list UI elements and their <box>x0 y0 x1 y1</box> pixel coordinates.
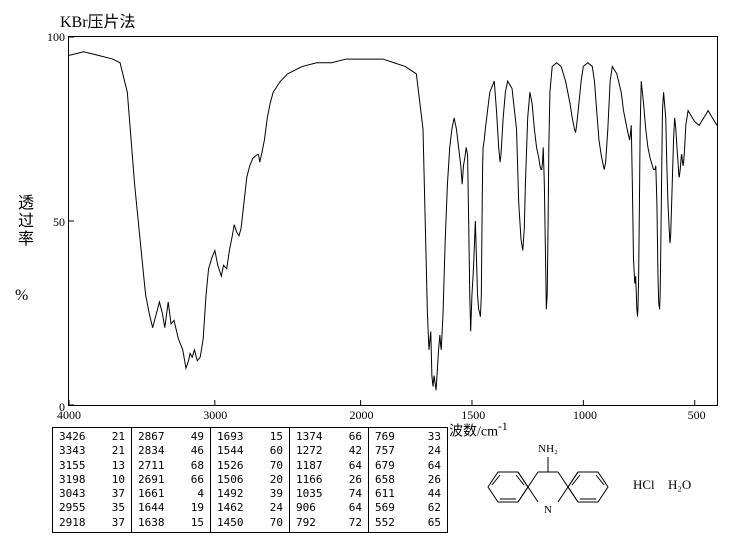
peak-row: 103574 <box>296 487 362 501</box>
peak-row: 146224 <box>217 501 283 515</box>
peak-row: 127242 <box>296 444 362 458</box>
spectrum-line <box>69 37 717 405</box>
y-axis-label: 透过率 <box>11 194 35 248</box>
peak-column: 76933757246796465826611445696255265 <box>369 428 447 532</box>
peak-row: 269166 <box>138 473 204 487</box>
peak-row: 75724 <box>375 444 441 458</box>
n-atom: N <box>544 504 552 516</box>
peak-row: 319810 <box>59 473 125 487</box>
peak-row: 116626 <box>296 473 362 487</box>
y-tick: 100 <box>41 30 65 45</box>
peak-row: 67964 <box>375 459 441 473</box>
peak-row: 152670 <box>217 459 283 473</box>
hcl-label: HCl <box>633 477 655 492</box>
peak-row: 164419 <box>138 501 204 515</box>
peak-row: 137466 <box>296 430 362 444</box>
page-title: KBr压片法 <box>60 8 136 32</box>
peak-row: 118764 <box>296 459 362 473</box>
x-tick: 4000 <box>57 408 81 423</box>
peak-row: 55265 <box>375 516 441 530</box>
peak-table: 3426213343213155133198103043372955352918… <box>52 427 448 533</box>
peak-row: 291837 <box>59 516 125 530</box>
peak-row: 79272 <box>296 516 362 530</box>
peak-row: 65826 <box>375 473 441 487</box>
peak-row: 76933 <box>375 430 441 444</box>
spectrum-chart: 透过率 % 050100 40003000200015001000500 波数/… <box>68 36 718 406</box>
peak-row: 295535 <box>59 501 125 515</box>
peak-row: 16614 <box>138 487 204 501</box>
peak-row: 149239 <box>217 487 283 501</box>
peak-row: 334321 <box>59 444 125 458</box>
peak-row: 304337 <box>59 487 125 501</box>
y-tick: 50 <box>41 215 65 230</box>
peak-row: 154460 <box>217 444 283 458</box>
peak-column: 3426213343213155133198103043372955352918… <box>53 428 132 532</box>
peak-row: 271168 <box>138 459 204 473</box>
h2o-label: H₂O <box>668 477 691 492</box>
x-tick: 1000 <box>573 408 597 423</box>
peak-row: 61144 <box>375 487 441 501</box>
peak-row: 56962 <box>375 501 441 515</box>
peak-row: 145070 <box>217 516 283 530</box>
peak-row: 169315 <box>217 430 283 444</box>
y-axis-unit: % <box>15 287 28 305</box>
molecule-structure: NH₂ N HCl H₂O <box>468 437 708 527</box>
peak-column: 1374661272421187641166261035749066479272 <box>290 428 369 532</box>
x-tick: 2000 <box>350 408 374 423</box>
x-tick: 500 <box>688 408 706 423</box>
peak-row: 163815 <box>138 516 204 530</box>
peak-row: 342621 <box>59 430 125 444</box>
peak-row: 283446 <box>138 444 204 458</box>
peak-column: 1693151544601526701506201492391462241450… <box>211 428 290 532</box>
peak-row: 150620 <box>217 473 283 487</box>
peak-column: 2867492834462711682691661661416441916381… <box>132 428 211 532</box>
peak-row: 315513 <box>59 459 125 473</box>
peak-row: 90664 <box>296 501 362 515</box>
peak-row: 286749 <box>138 430 204 444</box>
x-tick: 3000 <box>203 408 227 423</box>
nh2-label: NH₂ <box>538 443 558 455</box>
